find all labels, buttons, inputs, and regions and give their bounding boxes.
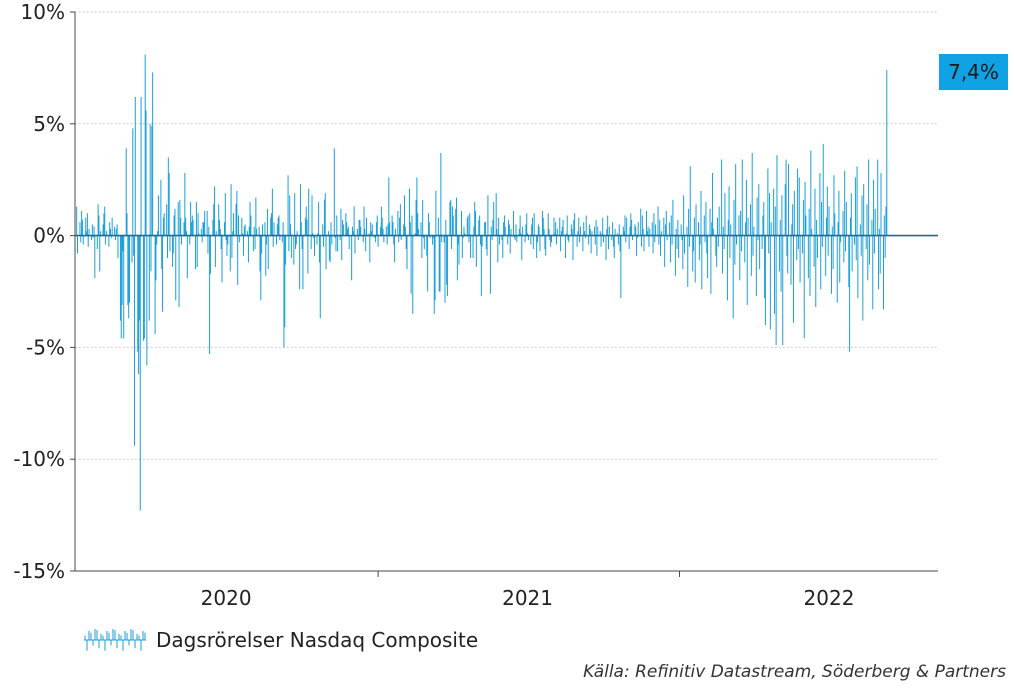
bar-series (76, 54, 888, 511)
y-tick-label: 0% (33, 224, 65, 248)
x-tick-label: 2021 (502, 586, 553, 610)
source-note: Källa: Refinitiv Datastream, Söderberg &… (583, 662, 1006, 682)
last-value-callout: 7,4% (939, 54, 1008, 90)
y-axis-tick-labels: 10% 5% 0% -5% -10% -15% (13, 0, 65, 583)
legend: Dagsrörelser Nasdaq Composite (84, 626, 478, 654)
axes (70, 11, 938, 577)
legend-label: Dagsrörelser Nasdaq Composite (156, 628, 479, 652)
y-tick-label: 5% (33, 112, 65, 136)
x-tick-label: 2020 (201, 586, 252, 610)
y-tick-label: -5% (26, 335, 65, 359)
x-tick-label: 2022 (804, 586, 855, 610)
y-tick-label: 10% (21, 0, 65, 24)
y-tick-label: -15% (13, 559, 65, 583)
x-axis-tick-labels: 2020 2021 2022 (201, 586, 855, 610)
legend-swatch-icon (84, 629, 146, 651)
last-value-label: 7,4% (948, 60, 999, 84)
y-tick-label: -10% (13, 447, 65, 471)
